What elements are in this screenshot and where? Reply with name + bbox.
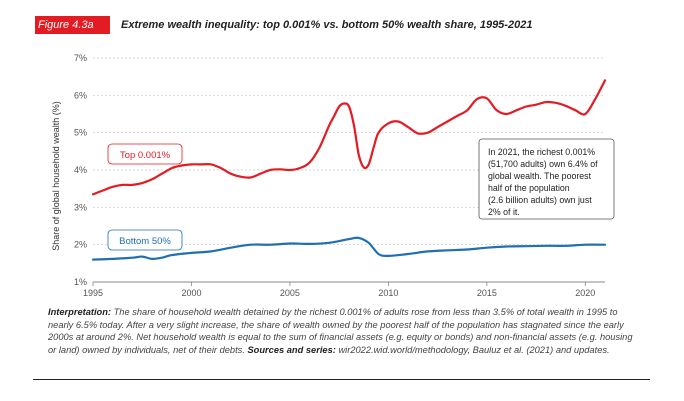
x-tick-label: 2000 (181, 288, 201, 298)
y-tick-label: 5% (74, 128, 87, 138)
y-tick-label: 3% (74, 202, 87, 212)
y-tick-label: 7% (74, 53, 87, 63)
x-tick-label: 2015 (477, 288, 497, 298)
series-lines (91, 79, 607, 261)
y-tick-label: 2% (74, 240, 87, 250)
interpretation-lead: Interpretation: (48, 307, 112, 317)
top-series-label: Top 0.001% (120, 150, 171, 161)
bottom-label-box: Bottom 50% (107, 229, 183, 251)
y-tick-label: 1% (74, 277, 87, 287)
x-tick-label: 2020 (575, 288, 595, 298)
annotation-line: half of the population (488, 183, 570, 193)
figure-title: Extreme wealth inequality: top 0.001% vs… (121, 19, 533, 31)
y-tick-label: 4% (74, 165, 87, 175)
divider-line (33, 379, 650, 380)
top-label-box: Top 0.001% (107, 143, 183, 165)
y-axis-ticks: 1% 2% 3% 4% 5% 6% 7% (74, 53, 87, 287)
y-axis-label: Share of global household wealth (%) (51, 101, 61, 251)
figure-badge: Figure 4.3a (35, 16, 110, 34)
x-tick-label: 2005 (280, 288, 300, 298)
annotation-line: global wealth. The poorest (488, 171, 592, 181)
sources-label: Sources and series: (247, 344, 336, 355)
annotation-box: In 2021, the richest 0.001% (51,700 adul… (478, 138, 615, 220)
bottom-series-label: Bottom 50% (119, 236, 171, 247)
x-tick-label: 1995 (83, 288, 103, 298)
interpretation-text: Interpretation: The share of household w… (48, 306, 640, 356)
annotation-line: In 2021, the richest 0.001% (488, 147, 595, 157)
x-tick-label: 2010 (378, 288, 398, 298)
annotation-line: 2% of it. (488, 207, 520, 217)
top-series-line (91, 79, 607, 196)
line-chart: 1%2%3%4%5%6%7% 1995 2000 2005 2010 2015 2020 … (51, 53, 615, 298)
sources-text: wir2022.wid.world/methodology, Bauluz et… (335, 344, 610, 355)
interpretation-body: The share of household wealth detained b… (48, 307, 633, 355)
bottom-series-line (91, 236, 607, 261)
annotation-line: (2.6 billion adults) own just (488, 195, 592, 205)
annotation-line: (51,700 adults) own 6.4% of (488, 159, 598, 169)
y-tick-label: 6% (74, 90, 87, 100)
x-axis-ticks: 1995 2000 2005 2010 2015 2020 (83, 282, 595, 298)
